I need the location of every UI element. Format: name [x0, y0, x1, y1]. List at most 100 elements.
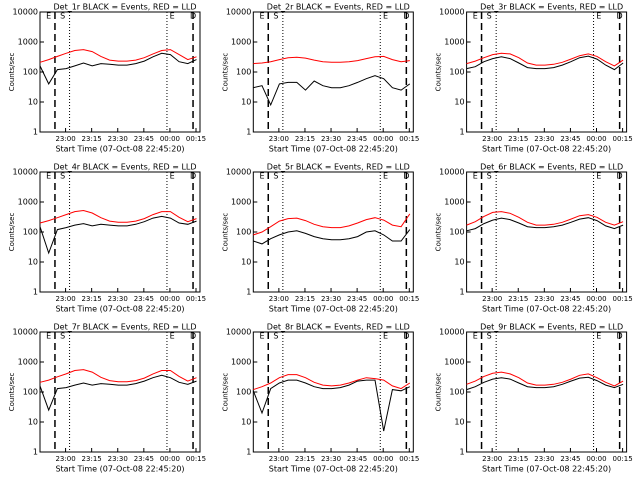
y-axis-label: Counts/sec — [435, 53, 443, 92]
marker-label: S — [273, 332, 278, 341]
x-tick-label: 23:00 — [55, 455, 75, 463]
x-tick-label: 00:15 — [613, 455, 633, 463]
x-axis-label: Start Time (07-Oct-08 22:45:20) — [55, 145, 184, 154]
x-tick-label: 23:30 — [108, 455, 128, 463]
x-tick-label: 23:15 — [295, 455, 315, 463]
x-axis-label: Start Time (07-Oct-08 22:45:20) — [482, 305, 611, 314]
y-tick-label: 10000 — [226, 8, 251, 17]
chart-title: Det_5r BLACK = Events, RED = LLD — [267, 163, 410, 172]
y-tick-label: 1000 — [231, 358, 251, 367]
y-tick-label: 10000 — [13, 8, 38, 17]
y-tick-label: 100 — [449, 228, 464, 237]
plot-frame — [39, 331, 201, 453]
series-line — [253, 229, 411, 245]
x-tick-label: 23:15 — [508, 135, 528, 143]
y-tick-label: 1 — [33, 288, 38, 297]
y-tick-label: 1000 — [18, 358, 38, 367]
marker-label: S — [487, 12, 492, 21]
y-tick-label: 1 — [33, 128, 38, 137]
x-tick-label: 00:15 — [613, 295, 633, 303]
series-line — [466, 371, 624, 387]
y-tick-label: 10 — [241, 258, 251, 267]
y-tick-label: 1 — [246, 448, 251, 457]
y-tick-label: 10 — [28, 258, 38, 267]
marker-label: E — [383, 332, 388, 341]
marker-label: D — [190, 172, 196, 181]
y-tick-label: 1000 — [444, 358, 464, 367]
x-tick-label: 00:15 — [186, 455, 206, 463]
chart-title: Det_2r BLACK = Events, RED = LLD — [267, 3, 410, 12]
series-line — [39, 52, 197, 85]
x-tick-label: 00:00 — [160, 455, 180, 463]
series-line — [39, 215, 197, 255]
marker-label: E — [170, 12, 175, 21]
marker-label: E — [473, 172, 478, 181]
x-tick-label: 23:45 — [347, 295, 367, 303]
plot-frame — [39, 171, 201, 293]
y-tick-label: 10000 — [226, 168, 251, 177]
y-tick-label: 1000 — [18, 198, 38, 207]
x-axis-label: Start Time (07-Oct-08 22:45:20) — [269, 145, 398, 154]
y-tick-label: 10000 — [439, 8, 464, 17]
marker-label: E — [259, 172, 264, 181]
plot-frame — [466, 331, 628, 453]
marker-label: E — [473, 12, 478, 21]
x-tick-label: 00:15 — [186, 295, 206, 303]
x-tick-label: 23:45 — [560, 455, 580, 463]
x-tick-label: 00:15 — [186, 135, 206, 143]
marker-label: E — [46, 332, 51, 341]
plot-frame — [39, 11, 201, 133]
x-tick-label: 00:00 — [160, 295, 180, 303]
chart-title: Det_4r BLACK = Events, RED = LLD — [53, 163, 196, 172]
x-tick-label: 00:00 — [373, 135, 393, 143]
y-axis-label: Counts/sec — [435, 373, 443, 412]
x-tick-label: 23:00 — [482, 295, 502, 303]
plot-frame — [252, 171, 414, 293]
chart-title: Det_8r BLACK = Events, RED = LLD — [267, 323, 410, 332]
y-tick-label: 10 — [241, 418, 251, 427]
marker-label: S — [273, 172, 278, 181]
marker-label: E — [46, 12, 51, 21]
x-tick-label: 00:00 — [586, 295, 606, 303]
x-tick-label: 00:15 — [399, 135, 419, 143]
x-tick-label: 23:30 — [534, 135, 554, 143]
marker-label: E — [596, 332, 601, 341]
y-axis-label: Counts/sec — [8, 53, 16, 92]
x-axis-label: Start Time (07-Oct-08 22:45:20) — [269, 465, 398, 474]
y-tick-label: 100 — [236, 388, 251, 397]
x-tick-label: 23:30 — [534, 455, 554, 463]
y-tick-label: 1000 — [231, 38, 251, 47]
x-tick-label: 23:30 — [321, 135, 341, 143]
marker-label: E — [170, 332, 175, 341]
x-tick-label: 00:00 — [373, 455, 393, 463]
marker-label: D — [617, 12, 623, 21]
x-tick-label: 23:00 — [269, 135, 289, 143]
marker-label: D — [403, 332, 409, 341]
x-tick-label: 23:15 — [295, 135, 315, 143]
x-tick-label: 23:15 — [82, 295, 102, 303]
y-tick-label: 10000 — [13, 328, 38, 337]
series-line — [466, 52, 624, 67]
x-axis-label: Start Time (07-Oct-08 22:45:20) — [269, 305, 398, 314]
series-line — [253, 213, 411, 236]
x-tick-label: 23:00 — [55, 295, 75, 303]
y-axis-label: Counts/sec — [221, 213, 229, 252]
plot-frame — [252, 11, 414, 133]
marker-label: S — [60, 332, 65, 341]
chart-title: Det_7r BLACK = Events, RED = LLD — [53, 323, 196, 332]
x-tick-label: 00:00 — [586, 135, 606, 143]
y-tick-label: 1 — [460, 448, 465, 457]
y-tick-label: 1 — [246, 288, 251, 297]
marker-label: E — [596, 172, 601, 181]
marker-label: S — [273, 12, 278, 21]
series-line — [39, 209, 197, 224]
series-line — [39, 49, 197, 63]
marker-label: D — [403, 172, 409, 181]
x-tick-label: 23:15 — [295, 295, 315, 303]
x-tick-label: 23:45 — [134, 135, 154, 143]
y-tick-label: 10000 — [13, 168, 38, 177]
y-axis-label: Counts/sec — [221, 373, 229, 412]
x-tick-label: 23:00 — [269, 455, 289, 463]
marker-label: D — [617, 332, 623, 341]
